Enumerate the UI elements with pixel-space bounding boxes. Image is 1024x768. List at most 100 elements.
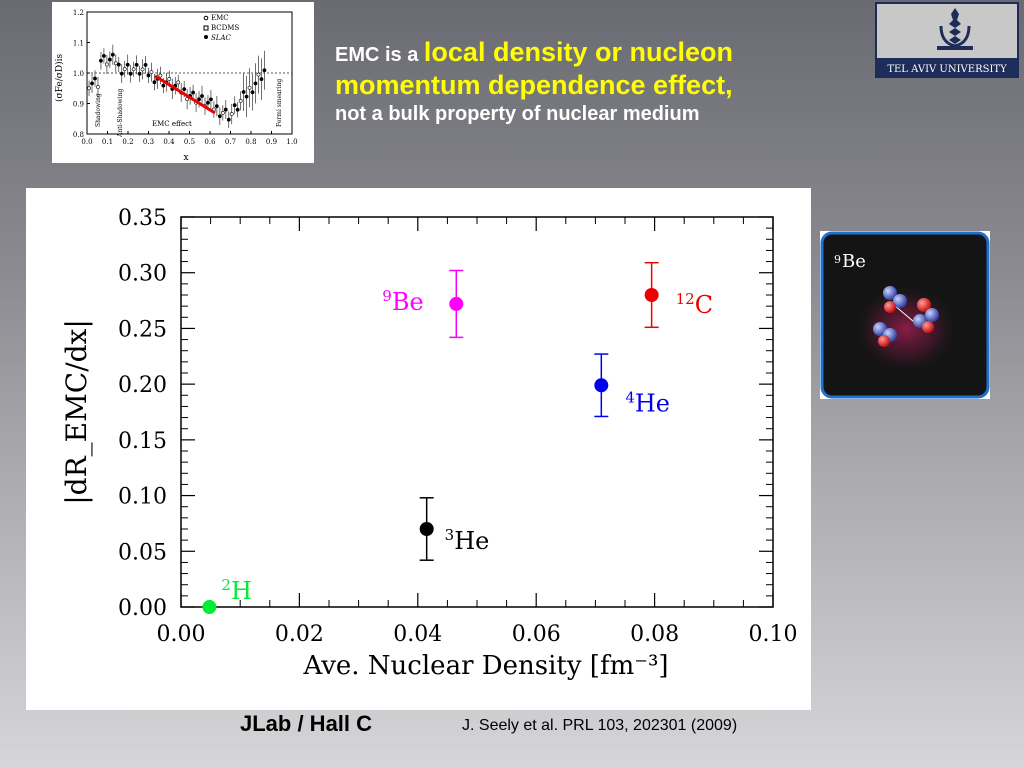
inset-point — [87, 86, 91, 91]
inset-x-tick-label: 0.5 — [184, 138, 195, 146]
inset-point — [161, 83, 166, 88]
inset-x-tick-label: 0.6 — [204, 138, 216, 146]
inset-point — [116, 62, 121, 67]
data-point-2h — [202, 600, 217, 614]
inset-region-shadowing: Shadowing — [95, 93, 102, 127]
inset-point — [235, 107, 240, 112]
inset-y-label: (σFe/σD)is — [54, 53, 65, 102]
be9-nucleus-panel: 9 Be — [820, 231, 990, 399]
inset-point — [209, 97, 213, 102]
inset-point — [102, 54, 106, 58]
inset-point — [143, 63, 148, 67]
inset-point — [131, 67, 136, 72]
main-axis-ticks: 0.00 0.02 0.04 0.06 0.08 0.10 0.00 0.05 0.10 0.15… — [118, 206, 797, 647]
inset-region-emc-effect: EMC effect — [152, 120, 192, 128]
x-tick-label: 0.08 — [630, 622, 679, 647]
be9-label-sup: 9 — [834, 253, 841, 266]
inset-y-tick-label: 1.2 — [73, 9, 84, 17]
tau-logo: TEL AVIV UNIVERSITY — [875, 2, 1019, 78]
be9-label: Be — [842, 251, 866, 272]
inset-x-tick-label: 0.3 — [143, 138, 154, 146]
inset-point — [152, 80, 157, 85]
y-tick-label: 0.00 — [118, 596, 167, 621]
inset-y-tick-label: 0.9 — [73, 101, 84, 109]
inset-x-tick-label: 0.8 — [245, 138, 256, 146]
inset-point — [158, 73, 163, 78]
inset-point — [232, 103, 237, 108]
y-tick-label: 0.15 — [118, 429, 167, 454]
data-point-4he — [594, 378, 609, 393]
inset-point — [229, 112, 234, 116]
inset-y-tick-label: 1.1 — [73, 40, 84, 48]
inset-point — [140, 67, 145, 72]
inset-legend-emc: EMC — [211, 14, 229, 22]
y-tick-label: 0.30 — [118, 262, 167, 287]
tau-logo-text: TEL AVIV UNIVERSITY — [887, 64, 1007, 75]
main-y-label: |dR_EMC/dx| — [60, 319, 93, 505]
inset-x-tick-label: 0.9 — [266, 138, 277, 146]
inset-point — [206, 100, 210, 105]
inset-axis-ticks: 0.0 0.1 0.2 0.3 0.4 0.5 0.6 0.7 0.8 0.9 1.0 0.8 0.9 1… — [73, 9, 298, 146]
inset-x-tick-label: 0.0 — [81, 138, 92, 146]
data-label-12c: 12C — [676, 290, 713, 319]
inset-point — [146, 73, 151, 78]
inset-x-tick-label: 0.4 — [163, 138, 175, 146]
inset-legend-emc-marker — [203, 15, 209, 21]
inset-legend-slac-marker — [204, 35, 208, 39]
inset-point — [238, 98, 243, 103]
inset-point — [250, 90, 255, 95]
inset-x-tick-label: 0.2 — [122, 138, 133, 146]
inset-point — [214, 104, 219, 109]
inset-point — [256, 72, 261, 77]
data-label-4he: 4He — [625, 388, 670, 417]
inset-point — [200, 94, 204, 98]
inset-point — [110, 52, 115, 57]
slide-headline: EMC is a local density or nucleon moment… — [335, 36, 865, 126]
inset-point — [90, 81, 94, 86]
inset-point — [93, 76, 97, 81]
inset-legend-bcdms: BCDMS — [211, 24, 239, 32]
x-tick-label: 0.04 — [393, 622, 442, 647]
be9-nucleus-illustration: 9 Be — [820, 231, 990, 399]
x-tick-label: 0.00 — [157, 622, 206, 647]
inset-point — [99, 58, 103, 63]
inset-x-label: x — [183, 153, 188, 163]
inset-x-tick-label: 1.0 — [286, 138, 297, 146]
y-tick-label: 0.35 — [118, 206, 167, 231]
inset-point — [197, 97, 201, 102]
inset-region-fermi: Fermi smearing — [276, 79, 283, 127]
data-point-12c — [644, 288, 659, 302]
inset-point — [247, 85, 252, 90]
headline-highlight-2: momentum dependence effect, — [335, 69, 733, 100]
inset-point — [96, 85, 100, 89]
headline-line-3: not a bulk property of nuclear medium — [335, 102, 700, 125]
inset-y-tick-label: 0.8 — [73, 131, 84, 139]
inset-point — [122, 67, 127, 72]
inset-point — [262, 68, 267, 73]
y-tick-label: 0.25 — [118, 317, 167, 342]
inset-point — [134, 62, 139, 67]
inset-point — [220, 111, 225, 115]
data-point-9be — [449, 296, 464, 311]
inset-point — [185, 97, 190, 102]
emc-ratio-inset-svg: 0.0 0.1 0.2 0.3 0.4 0.5 0.6 0.7 0.8 0.9 1.0 0.8 0.9 1… — [54, 9, 298, 163]
inset-point — [104, 62, 109, 67]
footer-lab-label: JLab / Hall C — [240, 711, 373, 736]
emc-ratio-inset-plot: 0.0 0.1 0.2 0.3 0.4 0.5 0.6 0.7 0.8 0.9 1.0 0.8 0.9 1… — [52, 2, 314, 163]
inset-x-tick-label: 0.7 — [225, 138, 236, 146]
emc-slope-vs-density-chart: 0.00 0.02 0.04 0.06 0.08 0.10 0.00 0.05 0.10 0.15… — [26, 188, 811, 710]
data-label-9be: 9Be — [382, 287, 423, 316]
headline-prefix: EMC is a — [335, 44, 424, 66]
inset-point — [217, 114, 222, 119]
main-data-points: 2H 3He 9Be 4He 12C — [202, 261, 713, 614]
inset-legend-slac: SLAC — [211, 34, 231, 42]
inset-point — [125, 62, 130, 67]
inset-point — [113, 61, 118, 66]
x-tick-label: 0.10 — [749, 622, 798, 647]
inset-point — [137, 71, 142, 76]
y-tick-label: 0.10 — [118, 485, 167, 510]
inset-point — [149, 70, 154, 75]
y-tick-label: 0.20 — [118, 373, 167, 398]
inset-point — [182, 87, 187, 92]
inset-data-points — [87, 44, 267, 128]
